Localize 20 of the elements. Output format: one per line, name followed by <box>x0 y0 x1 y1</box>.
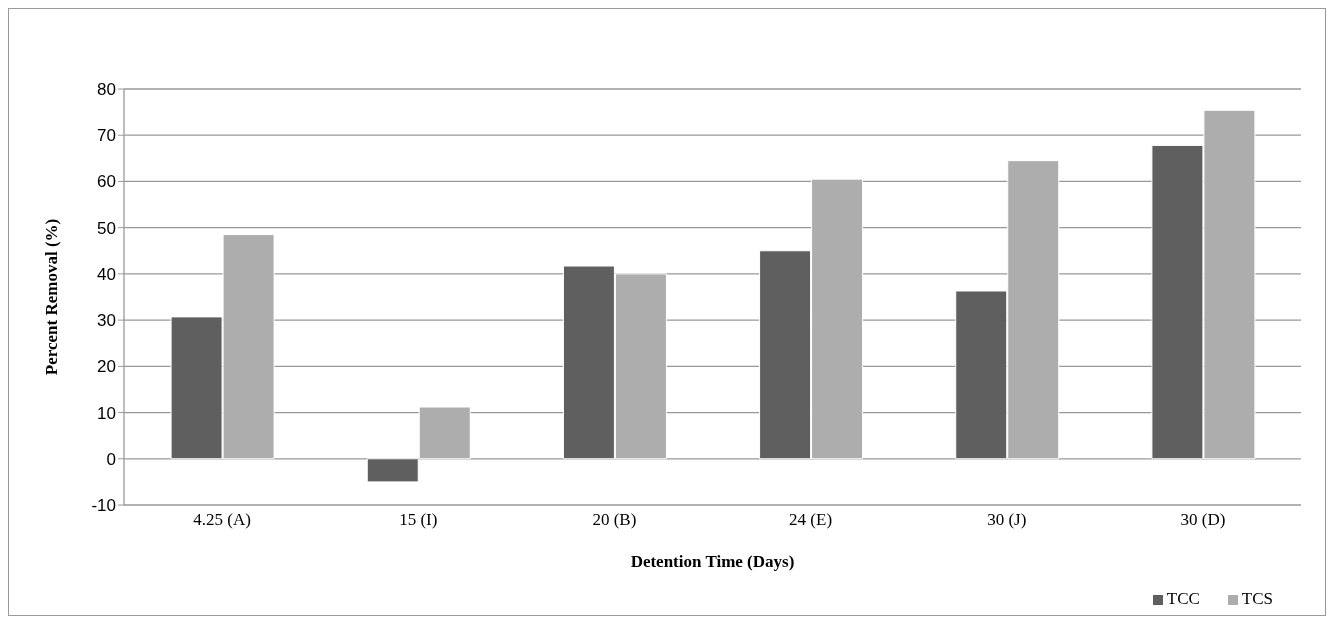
x-tick-label: 20 (B) <box>592 510 637 530</box>
x-tick-label: 4.25 (A) <box>193 510 251 530</box>
y-tick-label: 80 <box>97 80 116 100</box>
x-tick-label: 30 (J) <box>987 510 1027 530</box>
x-tick-label: 24 (E) <box>789 510 833 530</box>
x-tick-label: 30 (D) <box>1180 510 1226 530</box>
x-tick-label: 15 (I) <box>399 510 438 530</box>
y-tick-label: 40 <box>97 264 116 284</box>
y-tick-label: 50 <box>97 218 116 238</box>
y-tick-label: 70 <box>97 126 116 146</box>
y-tick-label: 10 <box>97 403 116 423</box>
x-axis-title: Detention Time (Days) <box>630 552 795 571</box>
y-tick-label: 60 <box>97 172 116 192</box>
legend-label: TCS <box>1241 589 1273 608</box>
y-axis-title: Percent Removal (%) <box>42 218 62 376</box>
legend-label: TCC <box>1166 589 1200 608</box>
y-tick-label: 30 <box>97 311 116 331</box>
y-tick-label: 0 <box>106 449 116 469</box>
y-tick-label: 20 <box>97 357 116 377</box>
y-tick-label: -10 <box>91 496 116 516</box>
